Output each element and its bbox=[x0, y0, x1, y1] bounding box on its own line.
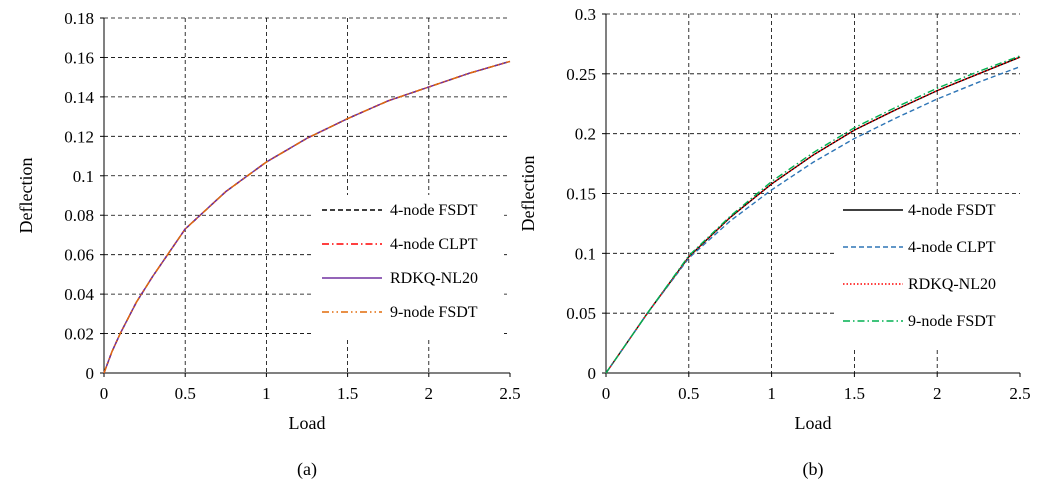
series-line-3 bbox=[605, 55, 1021, 374]
y-tick-label: 0.12 bbox=[64, 127, 94, 146]
legend-label: 4-node CLPT bbox=[908, 239, 996, 256]
series-line-3 bbox=[103, 60, 511, 374]
legend-label: 4-node FSDT bbox=[390, 202, 478, 219]
y-tick-label: 0.3 bbox=[575, 5, 596, 24]
chart-panel-b: 0 0.5 1 1.5 2 2.5 0 0.05 0.1 0.15 0.2 0.25 0.3 Load De… bbox=[518, 5, 1031, 480]
y-tick-label: 0 bbox=[588, 364, 597, 383]
x-tick-label: 2 bbox=[425, 384, 434, 403]
x-axis-title: Load bbox=[795, 413, 832, 433]
y-tick-label: 0.1 bbox=[73, 167, 94, 186]
legend-label: RDKQ-NL20 bbox=[908, 276, 996, 293]
y-tick-label: 0.04 bbox=[64, 285, 94, 304]
y-tick-label: 0.05 bbox=[566, 304, 596, 323]
x-tick-label: 2 bbox=[933, 384, 942, 403]
x-tick-label: 0.5 bbox=[678, 384, 699, 403]
x-tick-label: 1.5 bbox=[337, 384, 358, 403]
y-axis-title: Deflection bbox=[16, 158, 36, 234]
legend-label: 9-node FSDT bbox=[390, 304, 478, 321]
y-tick-label: 0.14 bbox=[64, 88, 94, 107]
legend-background bbox=[314, 195, 504, 337]
x-tick-label: 2.5 bbox=[1009, 384, 1030, 403]
legend-label: 9-node FSDT bbox=[908, 313, 996, 330]
x-tick-label: 1 bbox=[262, 384, 271, 403]
y-tick-label: 0.25 bbox=[566, 65, 596, 84]
x-tick-label: 0 bbox=[602, 384, 611, 403]
x-axis-title: Load bbox=[289, 413, 326, 433]
y-tick-label: 0.1 bbox=[575, 244, 596, 263]
chart-panel-a: 0 0.5 1 1.5 2 2.5 0 0.02 0.04 0.06 0.08 0.1 0.12 0.14… bbox=[16, 9, 521, 480]
legend-label: 4-node FSDT bbox=[908, 202, 996, 219]
x-tick-label: 0 bbox=[100, 384, 109, 403]
y-axis-title: Deflection bbox=[518, 156, 538, 232]
y-tick-label: 0.06 bbox=[64, 246, 94, 265]
x-tick-label: 1.5 bbox=[844, 384, 865, 403]
y-tick-label: 0.2 bbox=[575, 125, 596, 144]
x-tick-label: 2.5 bbox=[499, 384, 520, 403]
panel-label: (a) bbox=[297, 459, 317, 480]
legend-label: RDKQ-NL20 bbox=[390, 270, 478, 287]
x-tick-label: 0.5 bbox=[175, 384, 196, 403]
y-tick-label: 0 bbox=[86, 364, 95, 383]
panel-label: (b) bbox=[803, 459, 824, 480]
y-tick-label: 0.16 bbox=[64, 48, 94, 67]
legend-label: 4-node CLPT bbox=[390, 236, 478, 253]
y-tick-label: 0.18 bbox=[64, 9, 94, 28]
series-line-1 bbox=[605, 66, 1021, 374]
x-tick-label: 1 bbox=[767, 384, 776, 403]
legend-background bbox=[835, 195, 1025, 349]
y-tick-label: 0.02 bbox=[64, 325, 94, 344]
y-tick-label: 0.15 bbox=[566, 185, 596, 204]
y-tick-label: 0.08 bbox=[64, 206, 94, 225]
